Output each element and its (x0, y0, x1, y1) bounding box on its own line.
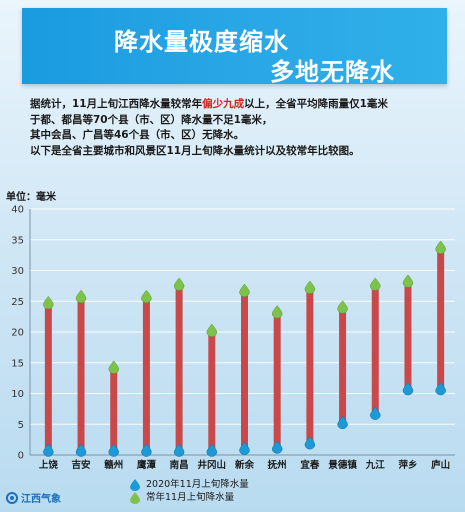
legend-normal-label: 常年11月上旬降水量 (146, 492, 235, 503)
green-drop-icon (130, 491, 140, 504)
logo-text: 江西气象 (21, 494, 61, 505)
normal-marker-4 (173, 277, 185, 291)
legend: 2020年11月上旬降水量 常年11月上旬降水量 (130, 478, 249, 504)
y-tick-label: 30 (11, 266, 24, 277)
normal-marker-12 (435, 240, 446, 254)
x-tick-label: 九江 (365, 459, 386, 471)
x-tick-label: 井冈山 (198, 459, 227, 471)
y-axis-label: 单位：毫米 (6, 192, 56, 203)
bar-6 (241, 292, 248, 451)
y-tick-label: 35 (11, 235, 24, 246)
current-marker-8 (304, 436, 316, 450)
y-tick-label: 15 (11, 358, 24, 369)
blue-drop-icon (130, 478, 140, 491)
normal-marker-0 (43, 295, 54, 310)
x-tick-label: 景德镇 (327, 459, 357, 471)
x-tick-label: 鹰潭 (137, 459, 157, 471)
legend-normal: 常年11月上旬降水量 (130, 491, 249, 504)
title-banner: 降水量极度缩水 多地无降水 (22, 8, 447, 86)
intro-line-2: 于都、都昌等70个县（市、区）降水量不足1毫米， (30, 113, 273, 126)
bar-11 (404, 282, 412, 391)
x-tick-label: 上饶 (39, 459, 59, 471)
normal-marker-10 (370, 277, 381, 291)
current-marker-6 (239, 441, 250, 455)
legend-current: 2020年11月上旬降水量 (130, 478, 249, 491)
normal-marker-11 (402, 274, 414, 288)
intro-line-4: 以下是全省主要城市和风景区11月上旬降水量统计以及较常年比较图。 (30, 144, 360, 157)
bar-9 (339, 308, 347, 425)
current-marker-12 (435, 382, 446, 396)
x-tick-label: 萍乡 (398, 459, 417, 471)
y-tick-label: 20 (11, 328, 24, 339)
title-line-2: 多地无降水 (270, 58, 395, 86)
x-tick-label: 抚州 (268, 459, 287, 471)
y-tick-label: 5 (18, 420, 24, 431)
y-tick-label: 25 (11, 297, 24, 308)
x-tick-label: 赣州 (104, 459, 123, 471)
current-marker-11 (402, 382, 414, 396)
current-marker-3 (141, 443, 152, 457)
y-tick-label: 10 (11, 389, 24, 400)
current-marker-4 (173, 443, 185, 457)
normal-marker-7 (271, 305, 283, 319)
logo-mark-icon (6, 491, 18, 504)
normal-marker-5 (206, 323, 218, 337)
x-tick-label: 南昌 (170, 459, 189, 471)
normal-marker-1 (75, 289, 87, 303)
bar-12 (437, 248, 445, 391)
current-marker-10 (370, 406, 381, 420)
legend-current-label: 2020年11月上旬降水量 (146, 479, 249, 490)
x-tick-label: 新余 (235, 459, 255, 471)
normal-marker-9 (337, 300, 348, 314)
current-marker-5 (206, 443, 218, 457)
bar-10 (371, 285, 379, 416)
normal-marker-3 (141, 289, 152, 303)
bar-0 (44, 304, 52, 452)
x-tick-label: 庐山 (431, 459, 450, 471)
logo: 江西气象 (6, 490, 61, 505)
current-marker-7 (271, 440, 283, 454)
current-marker-1 (75, 443, 87, 457)
intro-text: 据统计，11月上旬江西降水量较常年偏少九成以上，全省平均降雨量仅1毫米 于都、都… (30, 97, 455, 159)
bar-4 (175, 285, 183, 452)
bar-1 (77, 298, 85, 452)
y-tick-label: 0 (18, 451, 24, 462)
title-line-1: 降水量极度缩水 (114, 28, 289, 56)
intro-line-3: 其中会昌、广昌等46个县（市、区）无降水。 (30, 129, 245, 141)
normal-marker-2 (108, 360, 119, 374)
intro-line-1-a: 据统计，11月上旬江西降水量较常年 (30, 98, 203, 110)
intro-line-1: 据统计，11月上旬江西降水量较常年偏少九成以上，全省平均降雨量仅1毫米 (30, 97, 455, 113)
normal-marker-6 (239, 283, 250, 297)
bar-7 (273, 313, 281, 449)
normal-marker-8 (304, 280, 316, 294)
current-marker-2 (108, 443, 119, 457)
intro-highlight: 偏少九成 (202, 98, 245, 110)
bar-2 (110, 368, 118, 452)
current-marker-9 (337, 415, 348, 430)
bar-3 (142, 298, 150, 452)
x-tick-label: 宜春 (300, 459, 320, 471)
bar-5 (208, 332, 216, 452)
current-marker-0 (43, 443, 54, 457)
y-tick-label: 40 (11, 205, 24, 216)
bar-8 (306, 288, 314, 445)
x-tick-label: 吉安 (72, 459, 92, 471)
intro-line-1-b: 以上，全省平均降雨量仅1毫米 (244, 98, 388, 110)
